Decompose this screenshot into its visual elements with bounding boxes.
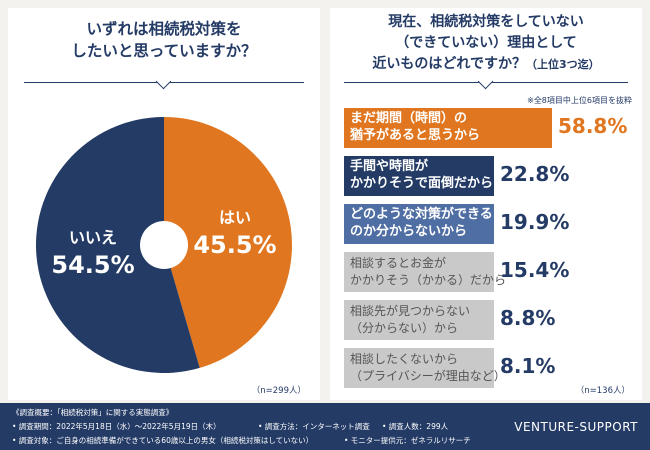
bar-value-2: 19.9% bbox=[500, 210, 570, 234]
left-question-title: いずれは相続税対策を したいと思っていますか？ bbox=[8, 18, 320, 62]
bar-label-3-line1: かかりそう（かかる）だから bbox=[350, 273, 507, 287]
bar-label-0: まだ期間（時間）の 猶予があると思うから bbox=[350, 110, 480, 144]
pie-chart: はい 45.5% いいえ 54.5% bbox=[36, 117, 293, 373]
bar-label-0-line1: 猶予があると思うから bbox=[350, 128, 481, 143]
bar-n-count: （n=136人） bbox=[575, 386, 630, 396]
pie-slice-0 bbox=[164, 117, 293, 368]
note: ※全8項目中上位6項目を抜粋 bbox=[527, 96, 632, 105]
right-question-title: 現在、相続税対策をしていない （できていない）理由として 近いものはどれですか？… bbox=[330, 12, 642, 75]
bar-label-0-line0: まだ期間（時間）の bbox=[350, 111, 468, 126]
footer: 《調査概要：「相続税対策」に関する実態調査》 • 調査期間：2022年5月18日… bbox=[0, 403, 650, 450]
bar-1 bbox=[344, 156, 494, 196]
bar-label-5-line0: 相談したくないから bbox=[350, 352, 459, 366]
bar-label-5-line1: （プライバシーが理由など） bbox=[350, 369, 506, 383]
pie-label-0: はい bbox=[219, 208, 251, 227]
pie-center-hole bbox=[140, 221, 188, 269]
right-title-caret bbox=[477, 73, 494, 90]
bar-label-5: 相談したくないから （プライバシーが理由など） bbox=[350, 351, 506, 385]
bar-row-3: 相談するとお金がかかりそう（かかる）だから 15.4% bbox=[344, 252, 634, 296]
footer-period: • 調査期間：2022年5月18日（水）～2022年5月19日（木） bbox=[12, 422, 221, 431]
pie-value-0: 45.5% bbox=[193, 231, 276, 259]
bar-label-2-line0: どのような対策ができる bbox=[350, 207, 493, 222]
pie-value-1: 54.5% bbox=[51, 251, 134, 279]
bar-label-3: 相談するとお金がかかりそう（かかる）だから bbox=[350, 255, 506, 289]
bar-3 bbox=[344, 252, 494, 292]
left-panel: いずれは相続税対策を したいと思っていますか？ はい 45.5% いいえ 54.5% … bbox=[8, 8, 320, 400]
bar-label-4: 相談先が見つからない （分からない）から bbox=[350, 303, 470, 337]
bar-value-5: 8.1% bbox=[500, 354, 556, 378]
right-question-line2: （できていない）理由として bbox=[395, 35, 577, 51]
brand-logo-text: VENTURE-SUPPORT bbox=[514, 420, 638, 434]
bar-4 bbox=[344, 300, 494, 340]
right-question-line3-small: （上位3つ迄） bbox=[525, 58, 600, 71]
bar-label-2-line1: のか分からないから bbox=[350, 224, 468, 239]
bar-row-5: 相談したくないから （プライバシーが理由など） 8.1% bbox=[344, 348, 634, 392]
bar-label-1: 手間や時間がかかりそうで面倒だから bbox=[350, 158, 493, 192]
bar-0 bbox=[344, 108, 552, 148]
footer-count: • 調査人数：299人 bbox=[382, 422, 449, 431]
bar-value-1: 22.8% bbox=[500, 162, 570, 186]
bar-label-4-line0: 相談先が見つからない bbox=[350, 304, 471, 318]
right-panel: 現在、相続税対策をしていない （できていない）理由として 近いものはどれですか？… bbox=[330, 8, 642, 400]
bar-value-3: 15.4% bbox=[500, 258, 570, 282]
bar-row-2: どのような対策ができる のか分からないから 19.9% bbox=[344, 204, 634, 248]
pie-n-count: （n=299人） bbox=[251, 386, 306, 396]
bar-row-0: まだ期間（時間）の 猶予があると思うから 58.8% bbox=[344, 108, 634, 152]
footer-monitor: • モニター提供元：ゼネラルリサーチ bbox=[344, 436, 471, 445]
bar-5 bbox=[344, 348, 494, 388]
bar-label-4-line1: （分からない）から bbox=[350, 321, 459, 335]
bar-label-1-line1: かかりそうで面倒だから bbox=[350, 176, 494, 191]
left-question-line1: いずれは相続税対策を bbox=[86, 20, 242, 38]
right-question-line3-wrap: 近いものはどれですか？（上位3つ迄） bbox=[330, 54, 642, 75]
bar-value-0: 58.8% bbox=[558, 114, 628, 138]
footer-target: • 調査対象：ご自身の相続準備ができている60歳以上の男女（相続税対策はしていな… bbox=[12, 436, 314, 445]
bar-row-1: 手間や時間がかかりそうで面倒だから 22.8% bbox=[344, 156, 634, 200]
bar-label-3-line0: 相談するとお金が bbox=[350, 256, 447, 270]
right-question-line3: 近いものはどれですか？ bbox=[372, 56, 526, 72]
pie-slice-1 bbox=[36, 117, 200, 373]
right-question-line1: 現在、相続税対策をしていない bbox=[388, 14, 584, 30]
bar-value-4: 8.8% bbox=[500, 306, 556, 330]
footer-line1: 《調査概要：「相続税対策」に関する実態調査》 bbox=[12, 408, 174, 417]
bar-2 bbox=[344, 204, 494, 244]
pie-label-1: いいえ bbox=[69, 228, 117, 247]
bar-row-4: 相談先が見つからない （分からない）から 8.8% bbox=[344, 300, 634, 344]
footer-method: • 調査方法：インターネット調査 bbox=[258, 422, 370, 431]
bar-label-1-line0: 手間や時間が bbox=[350, 159, 429, 174]
left-question-line2: したいと思っていますか？ bbox=[71, 42, 257, 60]
bar-label-2: どのような対策ができる のか分からないから bbox=[350, 206, 493, 240]
